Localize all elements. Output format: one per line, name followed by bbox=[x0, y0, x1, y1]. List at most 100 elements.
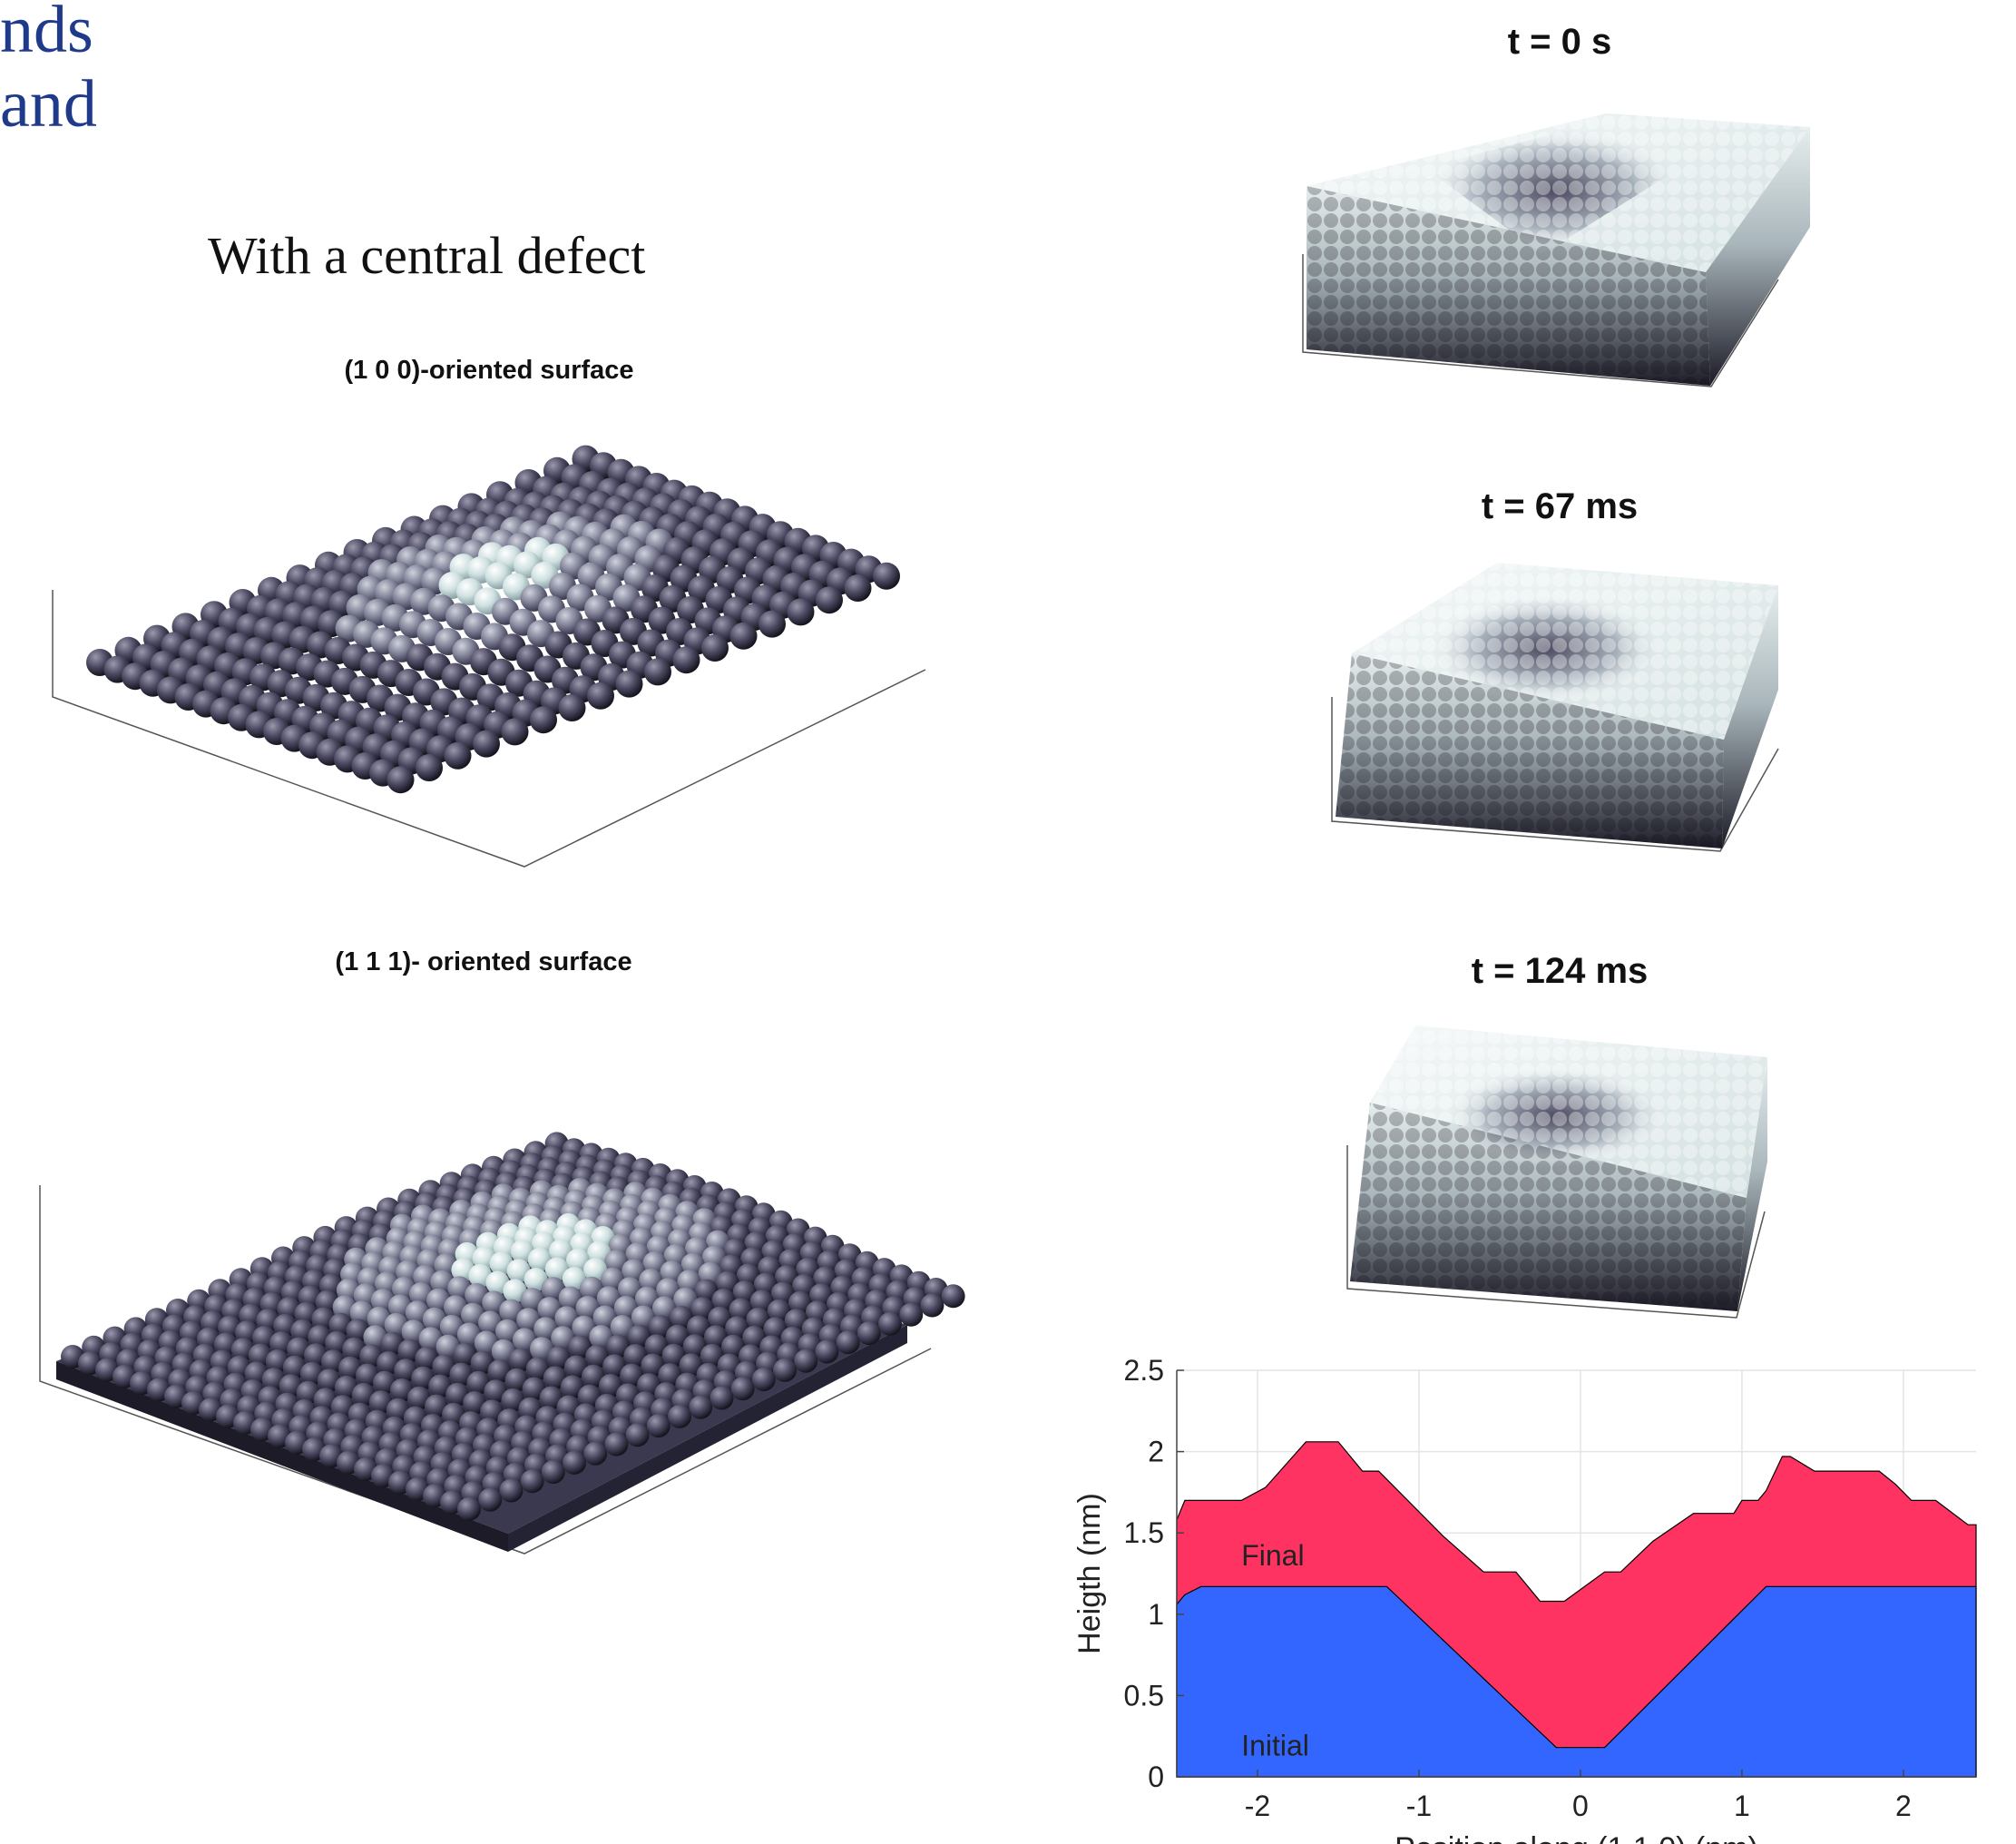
atom-sphere bbox=[543, 1366, 567, 1390]
atom-sphere bbox=[602, 1354, 627, 1378]
atom-sphere bbox=[577, 1384, 602, 1408]
atom-sphere bbox=[708, 1306, 732, 1330]
atom-sphere bbox=[568, 1335, 592, 1359]
atom-sphere bbox=[560, 1375, 584, 1399]
atom-sphere bbox=[658, 1363, 682, 1388]
atom-sphere bbox=[682, 1334, 707, 1358]
atom-sphere bbox=[558, 694, 586, 721]
atom-sphere bbox=[527, 1248, 552, 1271]
atom-sphere bbox=[844, 574, 872, 602]
atom-sphere bbox=[767, 1299, 791, 1323]
atom-sphere bbox=[582, 1364, 605, 1388]
atom-sphere bbox=[746, 1307, 770, 1331]
atom-sphere bbox=[794, 1349, 818, 1373]
atom-sphere bbox=[583, 1258, 607, 1282]
atom-sphere bbox=[606, 1334, 631, 1358]
atom-sphere bbox=[700, 1343, 724, 1368]
atom-sphere bbox=[416, 754, 443, 781]
snapshot-t67-label: t = 67 ms bbox=[1481, 486, 1639, 526]
atom-sphere bbox=[673, 1287, 698, 1311]
atom-sphere bbox=[641, 1353, 665, 1378]
atom-sphere bbox=[563, 1450, 586, 1475]
atom-sphere bbox=[749, 1290, 774, 1314]
atom-sphere bbox=[920, 1293, 944, 1318]
slide-subtitle: With a central defect bbox=[208, 226, 646, 285]
atom-sphere bbox=[631, 1305, 655, 1329]
y-tick-label: 1 bbox=[1148, 1598, 1164, 1631]
atom-sphere bbox=[732, 1280, 757, 1305]
atom-sphere bbox=[635, 1286, 659, 1310]
atom-sphere bbox=[652, 1296, 676, 1320]
atom-sphere bbox=[701, 634, 729, 662]
atom-sphere bbox=[599, 1374, 622, 1398]
x-tick-label: 1 bbox=[1734, 1790, 1750, 1822]
x-tick-label: -2 bbox=[1245, 1790, 1270, 1822]
atom-sphere bbox=[694, 1279, 719, 1303]
y-tick-label: 0.5 bbox=[1124, 1679, 1164, 1712]
atom-sphere bbox=[679, 1353, 703, 1378]
atom-sphere bbox=[587, 682, 614, 710]
y-axis-label: Heigth (nm) bbox=[1072, 1493, 1107, 1654]
atom-sphere bbox=[579, 1276, 603, 1300]
atom-sphere bbox=[585, 1344, 610, 1368]
atom-sphere bbox=[613, 1295, 638, 1319]
x-tick-label: -1 bbox=[1406, 1790, 1432, 1822]
x-axis-label: Position along (1 1 0) (nm) bbox=[1395, 1831, 1758, 1844]
atom-sphere bbox=[558, 1286, 582, 1310]
atom-sphere bbox=[788, 1290, 812, 1315]
snapshot-t67-render bbox=[1331, 563, 1779, 852]
atom-sphere bbox=[721, 1334, 745, 1358]
atom-sphere bbox=[646, 1414, 670, 1438]
atom-sphere bbox=[541, 1460, 565, 1485]
surface-111-label: (1 1 1)- oriented surface bbox=[335, 947, 632, 976]
atom-sphere bbox=[544, 1257, 569, 1281]
atom-sphere bbox=[773, 1358, 797, 1382]
atom-sphere bbox=[856, 1321, 881, 1346]
y-tick-label: 2.5 bbox=[1124, 1354, 1164, 1387]
atom-sphere bbox=[501, 718, 529, 746]
atom-sphere bbox=[610, 1315, 634, 1339]
atom-sphere bbox=[541, 1277, 565, 1301]
atom-sphere bbox=[549, 1239, 573, 1263]
atom-sphere bbox=[387, 766, 415, 794]
atom-sphere bbox=[627, 1324, 651, 1349]
atom-sphere bbox=[566, 1248, 590, 1272]
atom-sphere bbox=[758, 610, 786, 638]
atom-sphere bbox=[620, 1363, 644, 1388]
atom-sphere bbox=[596, 1286, 621, 1310]
atom-sphere bbox=[615, 670, 643, 698]
atom-sphere bbox=[457, 1496, 481, 1521]
atom-sphere bbox=[711, 1289, 736, 1312]
y-tick-label: 1.5 bbox=[1124, 1516, 1164, 1549]
y-tick-label: 2 bbox=[1148, 1436, 1164, 1468]
series-area-initial bbox=[1176, 1585, 1977, 1778]
atom-sphere bbox=[524, 1268, 548, 1291]
atom-sphere bbox=[564, 1355, 588, 1379]
snapshot-t0-render bbox=[1302, 113, 1810, 387]
atom-sphere bbox=[625, 1423, 650, 1447]
atom-sphere bbox=[710, 1386, 734, 1410]
atom-sphere bbox=[583, 1441, 608, 1466]
atom-sphere bbox=[689, 1395, 713, 1419]
atom-sphere bbox=[704, 1325, 728, 1349]
atom-sphere bbox=[473, 730, 500, 758]
atom-sphere bbox=[520, 1469, 544, 1494]
x-tick-label: 0 bbox=[1572, 1790, 1589, 1822]
atom-sphere bbox=[575, 1296, 600, 1319]
y-tick-label: 0 bbox=[1148, 1761, 1164, 1793]
atom-sphere bbox=[648, 1315, 672, 1339]
atom-sphere bbox=[729, 622, 758, 650]
atom-sphere bbox=[751, 1368, 776, 1392]
atom-sphere bbox=[836, 1330, 860, 1355]
atom-sphere bbox=[530, 706, 557, 734]
atom-sphere bbox=[661, 1343, 686, 1368]
atom-sphere bbox=[572, 1315, 596, 1339]
atom-sphere bbox=[592, 1305, 617, 1329]
atom-sphere bbox=[873, 562, 900, 590]
atom-sphere bbox=[644, 658, 671, 686]
surface-100-label: (1 0 0)-oriented surface bbox=[344, 356, 634, 385]
atom-sphere bbox=[742, 1325, 767, 1349]
atom-sphere bbox=[551, 1326, 575, 1350]
atom-sphere bbox=[687, 1315, 710, 1339]
